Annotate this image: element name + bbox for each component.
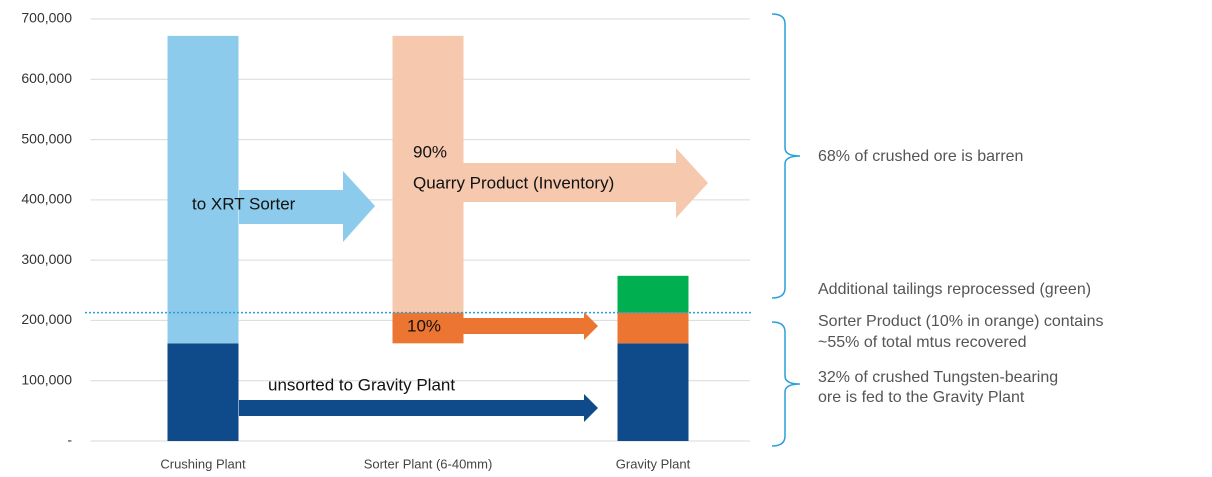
annotation: ore is fed to the Gravity Plant [818,389,1025,406]
bracket-bottom [771,321,801,447]
annotation: 68% of crushed ore is barren [818,148,1023,165]
arrow-label: 10% [407,316,441,335]
plot: - 100,000 200,000 300,000 400,000 500,000 600,… [21,10,752,471]
x-tick-label: Sorter Plant (6-40mm) [364,456,493,471]
annotation: 32% of crushed Tungsten-bearing [818,369,1058,386]
arrow-label: to XRT Sorter [192,194,296,213]
x-tick-label: Crushing Plant [160,456,246,471]
annotation: Additional tailings reprocessed (green) [818,281,1091,298]
arrow-label: unsorted to Gravity Plant [268,375,455,394]
bar-segment [392,35,464,313]
y-tick-label: 700,000 [21,10,72,26]
arrow-unsorted [239,394,598,422]
bracket-top [771,13,801,299]
y-tick-label: 100,000 [21,371,72,387]
x-tick-label: Gravity Plant [616,456,691,471]
arrow-label: Quarry Product (Inventory) [413,173,614,192]
arrow-sorter-product [435,312,598,340]
arrow-label: 90% [413,142,447,161]
annotation: ~55% of total mtus recovered [818,334,1027,351]
bar-segment [617,343,689,441]
brackets [771,13,801,447]
annotation: Sorter Product (10% in orange) contains [818,313,1103,330]
arrows [239,148,708,422]
arrow-quarry [463,148,708,218]
bar-segment [617,312,689,344]
bar-segment [167,35,239,344]
y-tick-label: 300,000 [21,251,72,267]
y-tick-label: 200,000 [21,311,72,327]
y-tick-label: 600,000 [21,70,72,86]
y-tick-label: 400,000 [21,191,72,207]
y-tick-label: 500,000 [21,130,72,146]
bar-segment [617,275,689,313]
y-tick-label: - [67,432,72,448]
arrow-xrt [239,171,375,242]
bar-segment [167,343,239,441]
labels: to XRT Sorter 90% Quarry Product (Invent… [192,142,1103,406]
